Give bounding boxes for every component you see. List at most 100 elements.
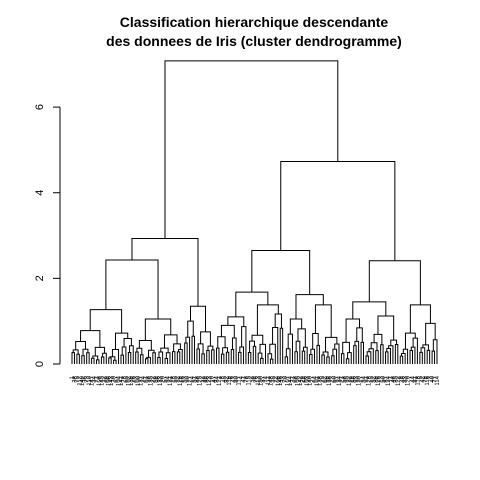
leaf-label: 85 <box>393 375 399 382</box>
dendrogram-link <box>368 260 421 305</box>
dendrogram-link <box>345 318 361 343</box>
leaf-label: 54 <box>362 375 368 382</box>
dendrogram-link <box>171 351 176 364</box>
dendrogram-link <box>163 334 178 349</box>
dendrogram-link <box>316 344 320 364</box>
dendrogram-link <box>301 350 306 364</box>
leaf-label: 28 <box>121 375 127 382</box>
leaf-label: 125 <box>197 375 203 386</box>
leaf-label: 51 <box>192 375 198 382</box>
dendrogram-link <box>75 340 86 350</box>
dendrogram-link <box>295 294 324 320</box>
dendrogram-link <box>289 318 303 335</box>
dendrogram-link <box>238 351 242 364</box>
y-axis: 0 2 4 6 <box>34 104 61 367</box>
dendrogram-link <box>191 335 195 364</box>
leaf-label: 147 <box>90 375 96 386</box>
dendrogram-link <box>135 351 139 364</box>
dendrogram-link <box>310 348 316 364</box>
y-tick-label: 4 <box>34 190 46 196</box>
leaf-label: 82 <box>224 375 230 382</box>
dendrogram-link <box>431 350 436 364</box>
leaf-label: 11 <box>388 375 394 382</box>
dendrogram-link <box>380 344 384 364</box>
leaf-label: 44 <box>411 375 417 382</box>
leaf-label: 109 <box>276 375 282 386</box>
leaf-label: 95 <box>344 375 350 382</box>
dendrogram-link <box>185 336 191 364</box>
dendrogram-link <box>127 352 132 364</box>
leaf-label: 1 <box>70 375 76 379</box>
dendrogram-link <box>131 238 199 307</box>
leaf-label: 83 <box>403 375 409 382</box>
dendrogram-link <box>297 328 306 348</box>
dendrogram-link <box>370 342 378 351</box>
dendrogram-link <box>231 337 237 364</box>
leaf-label: 105 <box>295 375 301 386</box>
leaf-label: 90 <box>185 375 191 382</box>
dendrogram-link <box>284 356 289 364</box>
leaf-label: 86 <box>205 375 211 382</box>
leaf-label: 60 <box>332 375 338 382</box>
dendrogram-link <box>230 349 235 364</box>
leaf-label: 36 <box>82 375 88 382</box>
dendrogram-link <box>400 352 406 364</box>
dendrogram-link <box>353 345 357 364</box>
dendrogram-link <box>385 351 389 364</box>
dendrogram-link <box>225 351 230 364</box>
dendrogram-link <box>96 359 100 364</box>
leaf-label: 6 <box>229 375 235 379</box>
dendrogram-link <box>173 343 181 352</box>
leaf-label: 143 <box>109 375 115 386</box>
leaf-label: 89 <box>374 375 380 382</box>
dendrogram-link <box>216 347 220 364</box>
leaf-label: 55 <box>173 375 179 382</box>
leaf-label: 62 <box>322 375 328 382</box>
leaf-label: 117 <box>237 375 243 385</box>
dendrogram-link <box>331 355 335 364</box>
leaf-label: 81 <box>413 375 419 382</box>
leaf-label: 47 <box>212 375 218 382</box>
leaf-label: 126 <box>376 375 382 386</box>
leaf-label: 4 <box>239 375 245 379</box>
dendrogram-link <box>201 353 205 364</box>
leaf-label: 137 <box>139 375 145 386</box>
dendrogram-link <box>375 350 379 364</box>
dendrogram-link <box>217 336 226 349</box>
leaf-labels: 1387511214936731101473471108145326910614… <box>70 375 441 386</box>
leaf-label: 140 <box>308 375 314 386</box>
dendrogram-link <box>102 352 107 364</box>
dendrogram-link <box>321 354 325 364</box>
leaf-label: 115 <box>246 375 252 385</box>
dendrogram-link <box>360 341 365 364</box>
dendrogram-link <box>176 351 181 364</box>
leaf-label: 42 <box>420 375 426 382</box>
leaf-label: 37 <box>261 375 267 382</box>
dendrogram-link <box>129 345 134 364</box>
leaf-label: 134 <box>337 375 343 386</box>
leaf-label: 80 <box>234 375 240 382</box>
leaf-label: 88 <box>195 375 201 382</box>
dendrogram-link <box>76 353 80 364</box>
leaf-label: 133 <box>158 375 164 386</box>
dendrogram-link <box>309 354 313 364</box>
leaf-label: 56 <box>352 375 358 382</box>
dendrogram-link <box>86 352 90 364</box>
leaf-label: 91 <box>364 375 370 382</box>
dendrogram-link <box>196 348 200 364</box>
leaf-label: 61 <box>143 375 149 382</box>
dendrogram-link <box>345 358 350 364</box>
dendrogram-link <box>152 352 156 364</box>
leaf-label: 67 <box>114 375 120 382</box>
dendrogram-link <box>157 357 161 364</box>
dendrogram-link <box>81 355 85 364</box>
dendrogram-link <box>410 346 416 364</box>
leaf-label: 16 <box>180 375 186 382</box>
dendrogram-link <box>113 359 117 364</box>
dendrogram-link <box>252 345 257 364</box>
leaf-label: 68 <box>293 375 299 382</box>
leaf-label: 71 <box>95 375 101 382</box>
y-tick-label: 6 <box>34 104 46 110</box>
leaf-label: 113 <box>256 375 262 385</box>
